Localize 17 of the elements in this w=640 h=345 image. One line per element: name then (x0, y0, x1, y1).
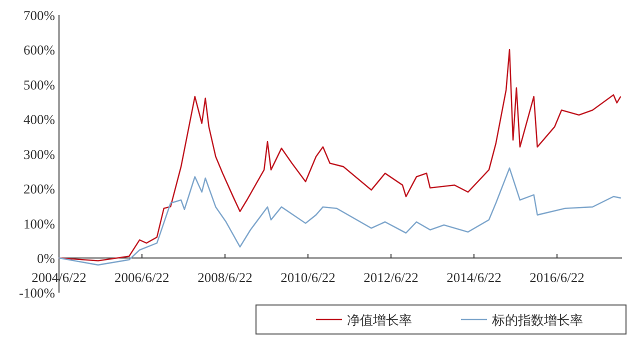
x-tick-label: 2014/6/22 (446, 270, 502, 285)
x-tick-label: 2012/6/22 (364, 270, 418, 285)
y-tick-label: 100% (24, 216, 55, 232)
y-tick-label: 200% (24, 182, 55, 197)
x-tick-label: 2006/6/22 (114, 270, 170, 285)
legend-label: 净值增长率 (347, 312, 412, 328)
y-tick-label: -100% (19, 286, 55, 301)
x-tick-label: 2008/6/22 (198, 270, 252, 285)
y-tick-label: 300% (24, 146, 55, 162)
y-tick-label: 400% (24, 112, 55, 128)
x-tick-label: 2010/6/22 (280, 270, 336, 285)
y-tick-label: 600% (24, 42, 55, 58)
x-tick-label: 2016/6/22 (530, 270, 584, 285)
y-tick-label: 0% (37, 250, 55, 266)
y-tick-label: 500% (24, 77, 55, 92)
legend-label: 标的指数增长率 (491, 312, 583, 328)
y-tick-label: 700% (24, 8, 55, 23)
